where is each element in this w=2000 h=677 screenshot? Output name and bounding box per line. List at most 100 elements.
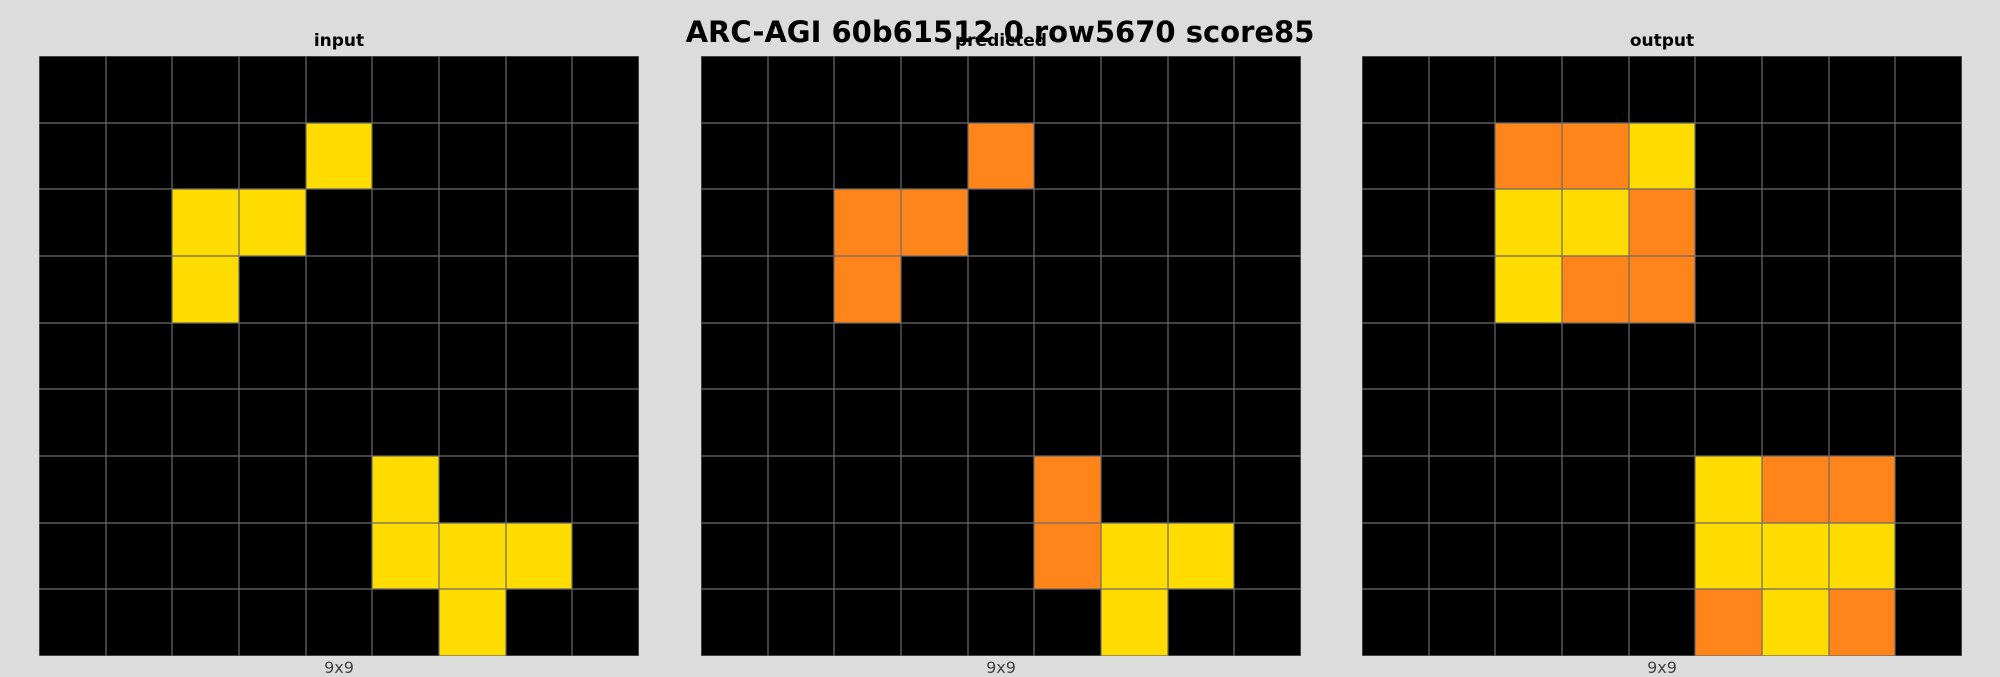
grid-cell <box>572 322 639 390</box>
grid-cell <box>1561 589 1629 656</box>
grid-cell <box>900 322 968 390</box>
grid-cell <box>505 122 573 190</box>
grid-cell <box>1761 522 1829 590</box>
grid-cell <box>1034 189 1101 256</box>
grid-cell <box>1628 589 1696 656</box>
grid-cell <box>701 455 768 523</box>
grid-cell <box>172 522 239 590</box>
grid-cell <box>1034 522 1101 590</box>
grid-cell <box>1561 56 1629 123</box>
grid-input <box>39 56 639 656</box>
grid-cell <box>1628 56 1696 123</box>
grid-cell <box>505 455 573 523</box>
grid-dims-predicted: 9x9 <box>986 658 1016 677</box>
grid-cell <box>438 122 506 190</box>
grid-cell <box>238 589 306 656</box>
grid-cell <box>505 56 573 123</box>
grid-cell <box>1167 522 1235 590</box>
grid-cell <box>967 189 1035 256</box>
grid-cell <box>305 255 373 323</box>
grid-cell <box>505 189 573 256</box>
grid-cell <box>1100 522 1168 590</box>
grid-cell <box>39 322 106 390</box>
grid-cell <box>372 389 439 456</box>
grid-cell <box>372 322 439 390</box>
grid-cell <box>1100 189 1168 256</box>
grid-cell <box>438 56 506 123</box>
panel-output: output 9x9 <box>1362 0 1962 676</box>
grid-cell <box>372 455 439 523</box>
grid-cell <box>834 56 901 123</box>
grid-cell <box>967 455 1035 523</box>
grid-cell <box>1362 589 1429 656</box>
grid-cell <box>834 522 901 590</box>
grid-cell <box>1428 455 1496 523</box>
grid-cell <box>105 389 173 456</box>
grid-cell <box>900 122 968 190</box>
grid-cell <box>767 122 835 190</box>
grid-cell <box>105 255 173 323</box>
panel-input: input 9x9 <box>39 0 639 676</box>
grid-cell <box>238 389 306 456</box>
grid-cell <box>1895 56 1962 123</box>
grid-cell <box>1100 56 1168 123</box>
grid-cell <box>1761 589 1829 656</box>
grid-cell <box>900 589 968 656</box>
grid-cell <box>572 189 639 256</box>
grid-cell <box>305 455 373 523</box>
grid-cell <box>1828 189 1896 256</box>
grid-cell <box>900 389 968 456</box>
grid-cell <box>1428 122 1496 190</box>
grid-cell <box>1362 455 1429 523</box>
grid-cell <box>1167 589 1235 656</box>
grid-cell <box>834 189 901 256</box>
grid-cell <box>1495 189 1562 256</box>
grid-cell <box>438 389 506 456</box>
grid-cell <box>1428 56 1496 123</box>
grid-cell <box>1100 322 1168 390</box>
grid-cell <box>305 122 373 190</box>
grid-cell <box>372 255 439 323</box>
grid-cell <box>238 455 306 523</box>
grid-cell <box>438 189 506 256</box>
grid-cell <box>1828 255 1896 323</box>
grid-cell <box>172 389 239 456</box>
grid-cell <box>172 189 239 256</box>
grid-cell <box>1495 122 1562 190</box>
panel-predicted: predicted 9x9 <box>701 0 1301 676</box>
grid-cell <box>1828 589 1896 656</box>
grid-cell <box>1561 455 1629 523</box>
grid-cell <box>1695 589 1762 656</box>
grid-cell <box>1695 122 1762 190</box>
grid-cell <box>1495 589 1562 656</box>
grid-cell <box>238 322 306 390</box>
grid-cell <box>900 255 968 323</box>
grid-cell <box>1695 455 1762 523</box>
grid-cell <box>701 589 768 656</box>
grid-cell <box>1034 255 1101 323</box>
grid-cell <box>305 589 373 656</box>
grid-cell <box>1100 589 1168 656</box>
grid-cell <box>1495 255 1562 323</box>
grid-cell <box>834 389 901 456</box>
grid-cell <box>767 189 835 256</box>
grid-cell <box>701 522 768 590</box>
grid-cell <box>1428 189 1496 256</box>
grid-cell <box>1034 389 1101 456</box>
grid-cell <box>1695 522 1762 590</box>
grid-cell <box>1428 389 1496 456</box>
grid-cell <box>438 522 506 590</box>
grid-cell <box>1695 189 1762 256</box>
grid-cell <box>39 56 106 123</box>
grid-cell <box>238 255 306 323</box>
grid-cell <box>1034 122 1101 190</box>
grid-cell <box>1561 189 1629 256</box>
grid-cell <box>1167 56 1235 123</box>
grid-cell <box>572 255 639 323</box>
grid-cell <box>1362 322 1429 390</box>
grid-cell <box>767 455 835 523</box>
grid-cell <box>834 255 901 323</box>
grid-cell <box>900 522 968 590</box>
grid-cell <box>767 389 835 456</box>
grid-cell <box>172 56 239 123</box>
